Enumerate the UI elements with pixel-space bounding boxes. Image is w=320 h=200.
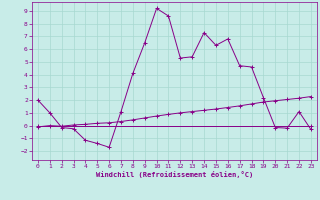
X-axis label: Windchill (Refroidissement éolien,°C): Windchill (Refroidissement éolien,°C) <box>96 171 253 178</box>
